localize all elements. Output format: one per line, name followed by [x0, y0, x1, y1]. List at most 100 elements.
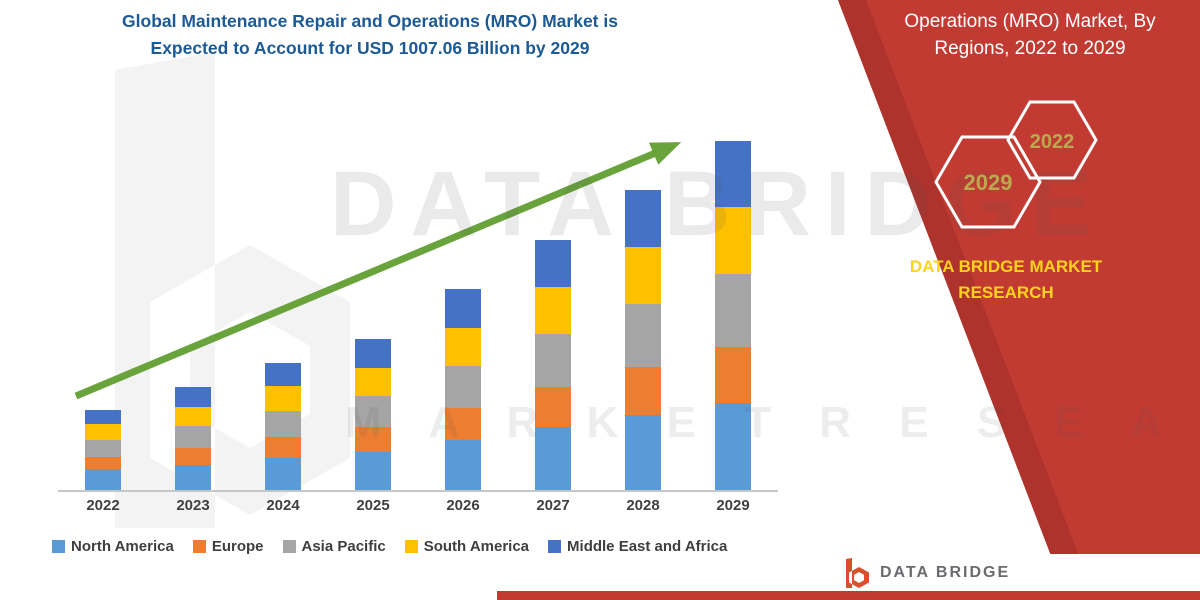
bar-segment: [85, 456, 121, 470]
x-tick-label: 2027: [536, 497, 570, 514]
legend-label: Europe: [211, 538, 264, 555]
legend-item: Europe: [192, 538, 264, 555]
stacked-bar-2023: [175, 387, 211, 490]
legend-item: Asia Pacific: [282, 538, 386, 555]
legend-swatch-icon: [52, 540, 65, 553]
stacked-bar-2026: [445, 289, 481, 490]
bar-segment: [715, 207, 751, 274]
hexagon-badge-2022: [1006, 100, 1098, 180]
legend-item: South America: [404, 538, 530, 555]
legend-swatch-icon: [404, 540, 418, 553]
chart-legend: North America Europe Asia Pacific South Ame…: [52, 538, 727, 555]
chart-title: Global Maintenance Repair and Operations…: [75, 8, 665, 62]
bar-segment: [265, 410, 301, 438]
x-tick-label: 2028: [626, 497, 660, 514]
bar-segment: [265, 386, 301, 411]
stacked-bar-2022: [85, 409, 121, 490]
bar-segment: [355, 367, 391, 397]
bar-segment: [265, 457, 301, 490]
x-tick-label: 2029: [716, 497, 750, 514]
bar-segment: [175, 464, 211, 490]
x-tick-label: 2023: [176, 497, 210, 514]
banner-heading-line2: Regions, 2022 to 2029: [934, 38, 1126, 59]
bar-segment: [535, 387, 571, 428]
bar-segment: [85, 424, 121, 441]
x-tick-label: 2022: [86, 497, 120, 514]
bar-segment: [175, 447, 211, 465]
bar-segment: [265, 362, 301, 387]
data-bridge-logo-icon: [846, 558, 869, 588]
footer-logo-text: DATA BRIDGE: [880, 564, 1011, 581]
x-tick-label: 2024: [266, 497, 300, 514]
footer-logo: DATA BRIDGE: [830, 554, 1200, 592]
legend-item: Middle East and Africa: [548, 538, 727, 555]
bar-segment: [625, 366, 661, 415]
bar-segment: [715, 402, 751, 490]
stacked-bar-2029: [715, 140, 751, 490]
bar-segment: [625, 189, 661, 248]
hexagon-label-2022: 2022: [1030, 131, 1075, 153]
bar-segment: [445, 327, 481, 366]
bar-segment: [355, 396, 391, 428]
bar-slot: [148, 118, 238, 490]
legend-label: Asia Pacific: [301, 538, 386, 555]
chart-title-line2: Expected to Account for USD 1007.06 Bill…: [150, 38, 590, 58]
bar-segment: [355, 339, 391, 368]
stacked-bar-2024: [265, 362, 301, 490]
bar-segment: [445, 440, 481, 490]
bar-slot: [508, 118, 598, 490]
bar-segment: [535, 334, 571, 388]
bar-segment: [715, 273, 751, 348]
bar-slot: [58, 118, 148, 490]
legend-swatch-icon: [548, 540, 562, 553]
bar-slot: [688, 118, 778, 490]
bar-segment: [625, 304, 661, 367]
bar-slot: [328, 118, 418, 490]
plot-area: [58, 118, 778, 492]
banner-brand-line1: DATA BRIDGE MARKET: [909, 257, 1103, 276]
bar-segment: [535, 427, 571, 490]
chart-title-line1: Global Maintenance Repair and Operations…: [122, 11, 618, 31]
bar-segment: [625, 414, 661, 490]
x-tick-label: 2025: [356, 497, 390, 514]
bar-segment: [445, 407, 481, 441]
bar-segment: [175, 426, 211, 448]
bar-segment: [355, 451, 391, 490]
legend-swatch-icon: [192, 540, 206, 553]
bar-segment: [445, 289, 481, 328]
bar-segment: [85, 469, 121, 490]
bar-segment: [85, 409, 121, 425]
hexagon-badge-2029: [934, 135, 1042, 229]
hexagon-label-2029: 2029: [964, 170, 1013, 195]
bar-slot: [598, 118, 688, 490]
bar-segment: [535, 240, 571, 288]
bar-segment: [535, 287, 571, 335]
bar-segment: [715, 140, 751, 208]
legend-label: North America: [71, 538, 174, 555]
bar-slot: [418, 118, 508, 490]
x-axis-labels: 2022 2023 2024 2025 2026 2027 2028 2029: [58, 497, 778, 514]
bar-segment: [445, 365, 481, 408]
banner-heading: Operations (MRO) Market, By Regions, 202…: [868, 8, 1192, 62]
bar-segment: [175, 387, 211, 407]
legend-label: South America: [423, 538, 530, 555]
stacked-bar-2027: [535, 240, 571, 490]
bar-segment: [85, 440, 121, 457]
bar-segment: [175, 406, 211, 427]
bar-slot: [238, 118, 328, 490]
legend-label: Middle East and Africa: [567, 538, 728, 555]
x-tick-label: 2026: [446, 497, 480, 514]
stacked-bar-2028: [625, 189, 661, 490]
footer-red-strip: [497, 591, 1200, 600]
bar-segment: [715, 347, 751, 403]
bar-segment: [265, 437, 301, 458]
bar-segment: [625, 247, 661, 305]
bar-segment: [355, 427, 391, 452]
legend-swatch-icon: [282, 540, 296, 553]
stacked-bar-2025: [355, 339, 391, 490]
banner-brand-text: DATA BRIDGE MARKET RESEARCH: [878, 254, 1134, 306]
banner-brand-line2: RESEARCH: [958, 283, 1054, 302]
banner-heading-line1: Operations (MRO) Market, By: [904, 11, 1156, 32]
legend-item: North America: [52, 538, 174, 555]
